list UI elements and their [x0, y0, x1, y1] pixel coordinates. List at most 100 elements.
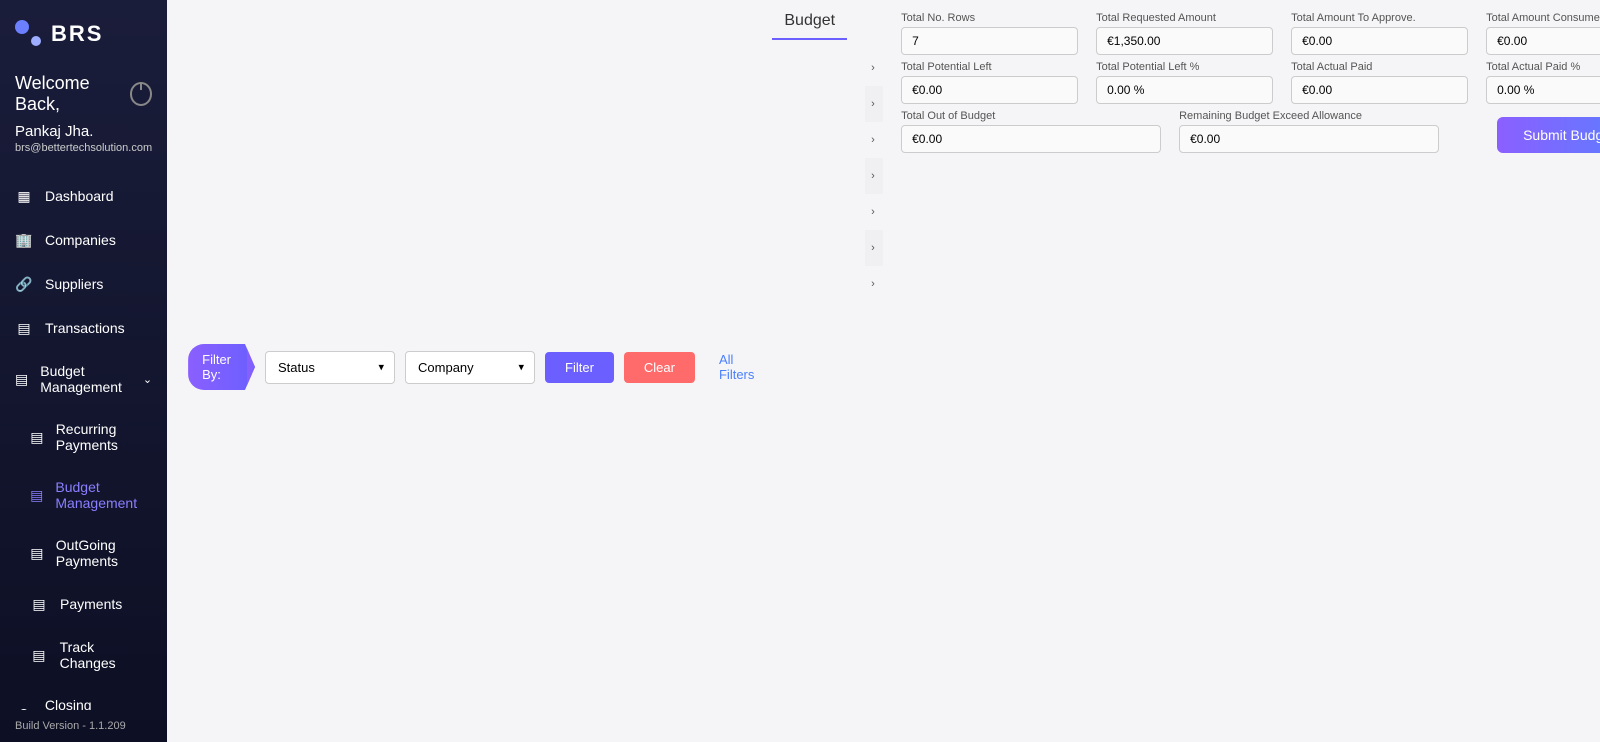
table-row: ›32✎🗑Pending SubmitMonthly2022SeptemberL…	[865, 50, 883, 86]
summary-label: Total Out of Budget	[901, 110, 1161, 122]
table-row: ›28✎🗑Pending SubmitWeekly2022SeptemberLe…	[865, 194, 883, 230]
build-version: Build Version - 1.1.209	[0, 710, 167, 742]
table-row: ›31✎🗑Pending SubmitBiWeekly2022September…	[865, 86, 883, 122]
expand-row-icon[interactable]: ›	[865, 122, 881, 158]
tabs: Budget	[772, 0, 847, 742]
sidebar-item-payments[interactable]: ▤ Payments	[0, 582, 167, 626]
welcome-label: Welcome Back,	[15, 73, 130, 115]
summary-input	[901, 76, 1078, 104]
summary-label: Total Amount To Approve.	[1291, 12, 1468, 24]
summary-input	[1096, 76, 1273, 104]
table-row: ›30✎🗑Pending SubmitBiWeekly2022September…	[865, 122, 883, 158]
sidebar-item-outgoing-payments[interactable]: ▤ OutGoing Payments	[0, 524, 167, 582]
summary-field: Total Potential Left %	[1096, 61, 1273, 104]
summary-field: Total Actual Paid	[1291, 61, 1468, 104]
nav-icon: 🏢	[15, 231, 33, 249]
sidebar-nav: ▦ Dashboard 🏢 Companies 🔗 Suppliers ▤ Transacti…	[0, 174, 167, 710]
summary-field: Remaining Budget Exceed Allowance	[1179, 110, 1439, 153]
table-row: ›29✎🗑Pending SubmitWeekly2022SeptemberLe…	[865, 158, 883, 194]
sidebar-item-label: Recurring Payments	[56, 421, 152, 453]
power-icon[interactable]	[130, 82, 152, 106]
summary-input	[1486, 76, 1600, 104]
sidebar-item-budget-management[interactable]: ▤ Budget Management	[0, 466, 167, 524]
sidebar-item-transactions[interactable]: ▤ Transactions	[0, 306, 167, 350]
filter-by-label: Filter By:	[188, 344, 255, 390]
budget-table-wrap: IDActionStatusPayment intervalYearMonthD…	[847, 0, 883, 742]
sidebar-item-label: Transactions	[45, 320, 125, 336]
expand-row-icon[interactable]: ›	[865, 86, 881, 122]
summary-field: Total Amount Consumed	[1486, 12, 1600, 55]
summary-field: Total Potential Left	[901, 61, 1078, 104]
user-email: brs@bettertechsolution.com	[0, 142, 167, 174]
summary-input	[1291, 27, 1468, 55]
chevron-icon: ⌄	[143, 373, 152, 386]
summary-field: Total Out of Budget	[901, 110, 1161, 153]
summary-label: Total Actual Paid %	[1486, 61, 1600, 73]
summary-label: Total No. Rows	[901, 12, 1078, 24]
nav-icon: ▤	[30, 428, 44, 446]
user-name: Pankaj Jha.	[0, 123, 167, 142]
sidebar-item-budget-management[interactable]: ▤ Budget Management ⌄	[0, 350, 167, 408]
summary-input	[1179, 125, 1439, 153]
summary-label: Total Potential Left %	[1096, 61, 1273, 73]
summary-input	[1291, 76, 1468, 104]
summary-label: Total Potential Left	[901, 61, 1078, 73]
sidebar-item-label: Budget Management	[40, 363, 131, 395]
sidebar-item-recurring-payments[interactable]: ▤ Recurring Payments	[0, 408, 167, 466]
summary-input	[901, 27, 1078, 55]
sidebar-item-dashboard[interactable]: ▦ Dashboard	[0, 174, 167, 218]
summary-panel: Total No. Rows Total Requested Amount Tota…	[883, 0, 1600, 742]
summary-field: Total Amount To Approve.	[1291, 12, 1468, 55]
sidebar-item-track-changes[interactable]: ▤ Track Changes	[0, 626, 167, 684]
brand-icon	[15, 20, 43, 48]
company-dropdown[interactable]: Company	[405, 351, 535, 384]
sidebar-item-label: Budget Management	[55, 479, 152, 511]
expand-row-icon[interactable]: ›	[865, 230, 881, 266]
summary-input	[1096, 27, 1273, 55]
budget-table: IDActionStatusPayment intervalYearMonthD…	[865, 0, 883, 302]
status-dropdown[interactable]: Status	[265, 351, 395, 384]
nav-icon: ▤	[30, 595, 48, 613]
nav-icon: ▤	[30, 646, 48, 664]
sidebar-item-label: Closing Balances	[45, 697, 152, 710]
nav-icon: 🔗	[15, 275, 33, 293]
table-row: ›26✎🗑Pending SubmitWeekly2022SeptemberLe…	[865, 266, 883, 302]
filter-bar: Filter By: Status Company Filter Clear A…	[170, 0, 772, 742]
expand-row-icon[interactable]: ›	[865, 194, 881, 230]
nav-icon: ▤	[15, 319, 33, 337]
clear-button[interactable]: Clear	[624, 352, 695, 383]
sidebar-item-closing-balances[interactable]: ⊙Closing Balances	[0, 684, 167, 710]
sidebar-item-label: Payments	[60, 596, 122, 612]
sidebar-item-label: Companies	[45, 232, 116, 248]
sidebar: BRS Welcome Back, Pankaj Jha. brs@better…	[0, 0, 167, 742]
expand-row-icon[interactable]: ›	[865, 158, 881, 194]
sidebar-item-label: OutGoing Payments	[56, 537, 152, 569]
summary-input	[901, 125, 1161, 153]
summary-input	[1486, 27, 1600, 55]
brand-logo: BRS	[0, 0, 167, 73]
summary-field: Total Requested Amount	[1096, 12, 1273, 55]
table-row: ›27✎🗑Pending SubmitWeekly2022SeptemberLe…	[865, 230, 883, 266]
submit-budget-button[interactable]: Submit Budget	[1497, 117, 1600, 153]
sidebar-item-label: Track Changes	[60, 639, 153, 671]
summary-field: Total Actual Paid %	[1486, 61, 1600, 104]
sidebar-item-companies[interactable]: 🏢 Companies	[0, 218, 167, 262]
nav-icon: ▦	[15, 187, 33, 205]
summary-label: Remaining Budget Exceed Allowance	[1179, 110, 1439, 122]
expand-row-icon[interactable]: ›	[865, 266, 881, 302]
filter-button[interactable]: Filter	[545, 352, 614, 383]
tab-budget[interactable]: Budget	[772, 8, 847, 40]
summary-field: Total No. Rows	[901, 12, 1078, 55]
summary-label: Total Requested Amount	[1096, 12, 1273, 24]
expand-row-icon[interactable]: ›	[865, 50, 881, 86]
all-filters-link[interactable]: All Filters	[719, 352, 754, 382]
nav-icon: ▤	[30, 486, 43, 504]
sidebar-item-suppliers[interactable]: 🔗 Suppliers	[0, 262, 167, 306]
nav-icon: ▤	[30, 544, 44, 562]
brand-text: BRS	[51, 21, 103, 47]
summary-label: Total Amount Consumed	[1486, 12, 1600, 24]
summary-label: Total Actual Paid	[1291, 61, 1468, 73]
sidebar-item-label: Dashboard	[45, 188, 114, 204]
sidebar-item-label: Suppliers	[45, 276, 103, 292]
nav-icon: ▤	[15, 370, 28, 388]
